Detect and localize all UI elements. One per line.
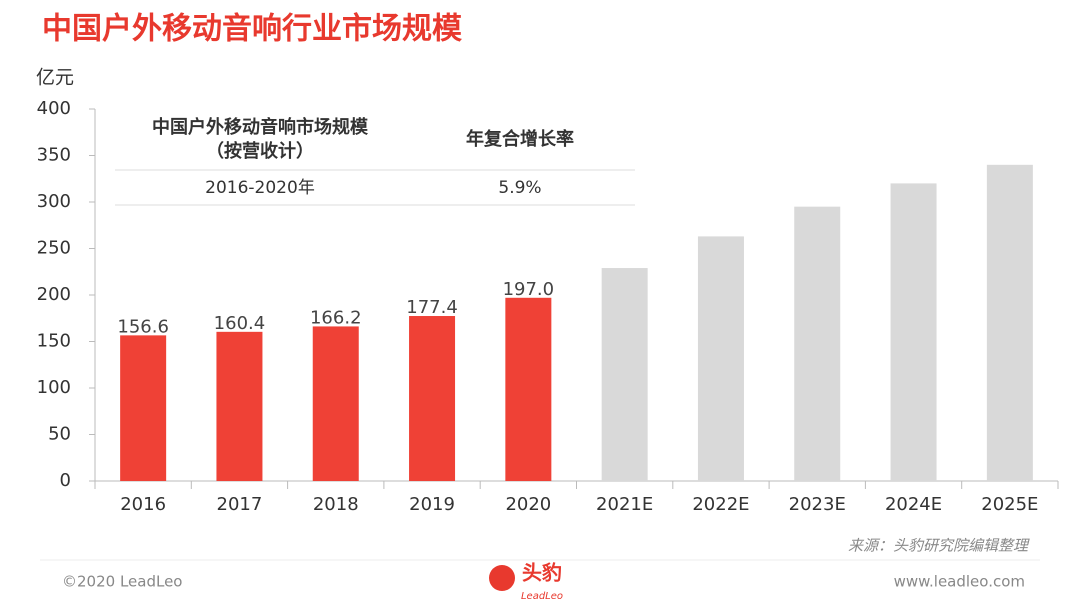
bar <box>120 335 167 481</box>
bar <box>216 331 263 481</box>
bar <box>697 236 744 481</box>
y-tick-label: 300 <box>37 191 71 212</box>
bar <box>505 297 552 481</box>
y-tick-label: 100 <box>37 377 71 398</box>
y-tick-label: 350 <box>37 145 71 166</box>
table-cell: 5.9% <box>498 178 541 198</box>
bar <box>986 164 1033 482</box>
value-label: 197.0 <box>503 279 555 300</box>
bar <box>794 206 841 481</box>
y-unit: 亿元 <box>36 67 74 89</box>
value-label: 160.4 <box>214 313 266 334</box>
url: www.leadleo.com <box>894 573 1025 591</box>
y-tick-label: 400 <box>37 98 71 119</box>
bar <box>312 326 359 481</box>
table-header: 年复合增长率 <box>466 128 574 150</box>
x-tick-label: 2018 <box>313 494 359 515</box>
chart-title: 中国户外移动音响行业市场规模 <box>42 12 462 47</box>
value-label: 166.2 <box>310 307 362 328</box>
x-tick-label: 2021E <box>596 494 653 515</box>
bar <box>601 268 648 481</box>
source: 来源：头豹研究院编辑整理 <box>848 537 1030 555</box>
table-header: （按营收计） <box>206 140 314 162</box>
x-tick-label: 2016 <box>120 494 166 515</box>
bar <box>890 183 937 481</box>
value-label: 177.4 <box>406 297 458 318</box>
bar <box>409 316 456 481</box>
x-tick-label: 2022E <box>692 494 749 515</box>
copyright: ©2020 LeadLeo <box>62 573 182 591</box>
x-tick-label: 2023E <box>789 494 846 515</box>
x-tick-label: 2020 <box>505 494 551 515</box>
y-tick-label: 250 <box>37 238 71 259</box>
y-tick-label: 200 <box>37 284 71 305</box>
logo-icon <box>489 565 515 591</box>
y-tick-label: 0 <box>60 470 71 491</box>
logo-sub: LeadLeo <box>521 591 563 602</box>
x-tick-label: 2017 <box>217 494 263 515</box>
value-label: 156.6 <box>117 316 169 337</box>
y-tick-label: 50 <box>48 424 71 445</box>
logo: 头豹 <box>522 561 562 585</box>
x-tick-label: 2024E <box>885 494 942 515</box>
table-cell: 2016-2020年 <box>205 178 315 198</box>
y-tick-label: 150 <box>37 331 71 352</box>
x-tick-label: 2025E <box>981 494 1038 515</box>
table-header: 中国户外移动音响市场规模 <box>152 116 369 138</box>
x-tick-label: 2019 <box>409 494 455 515</box>
